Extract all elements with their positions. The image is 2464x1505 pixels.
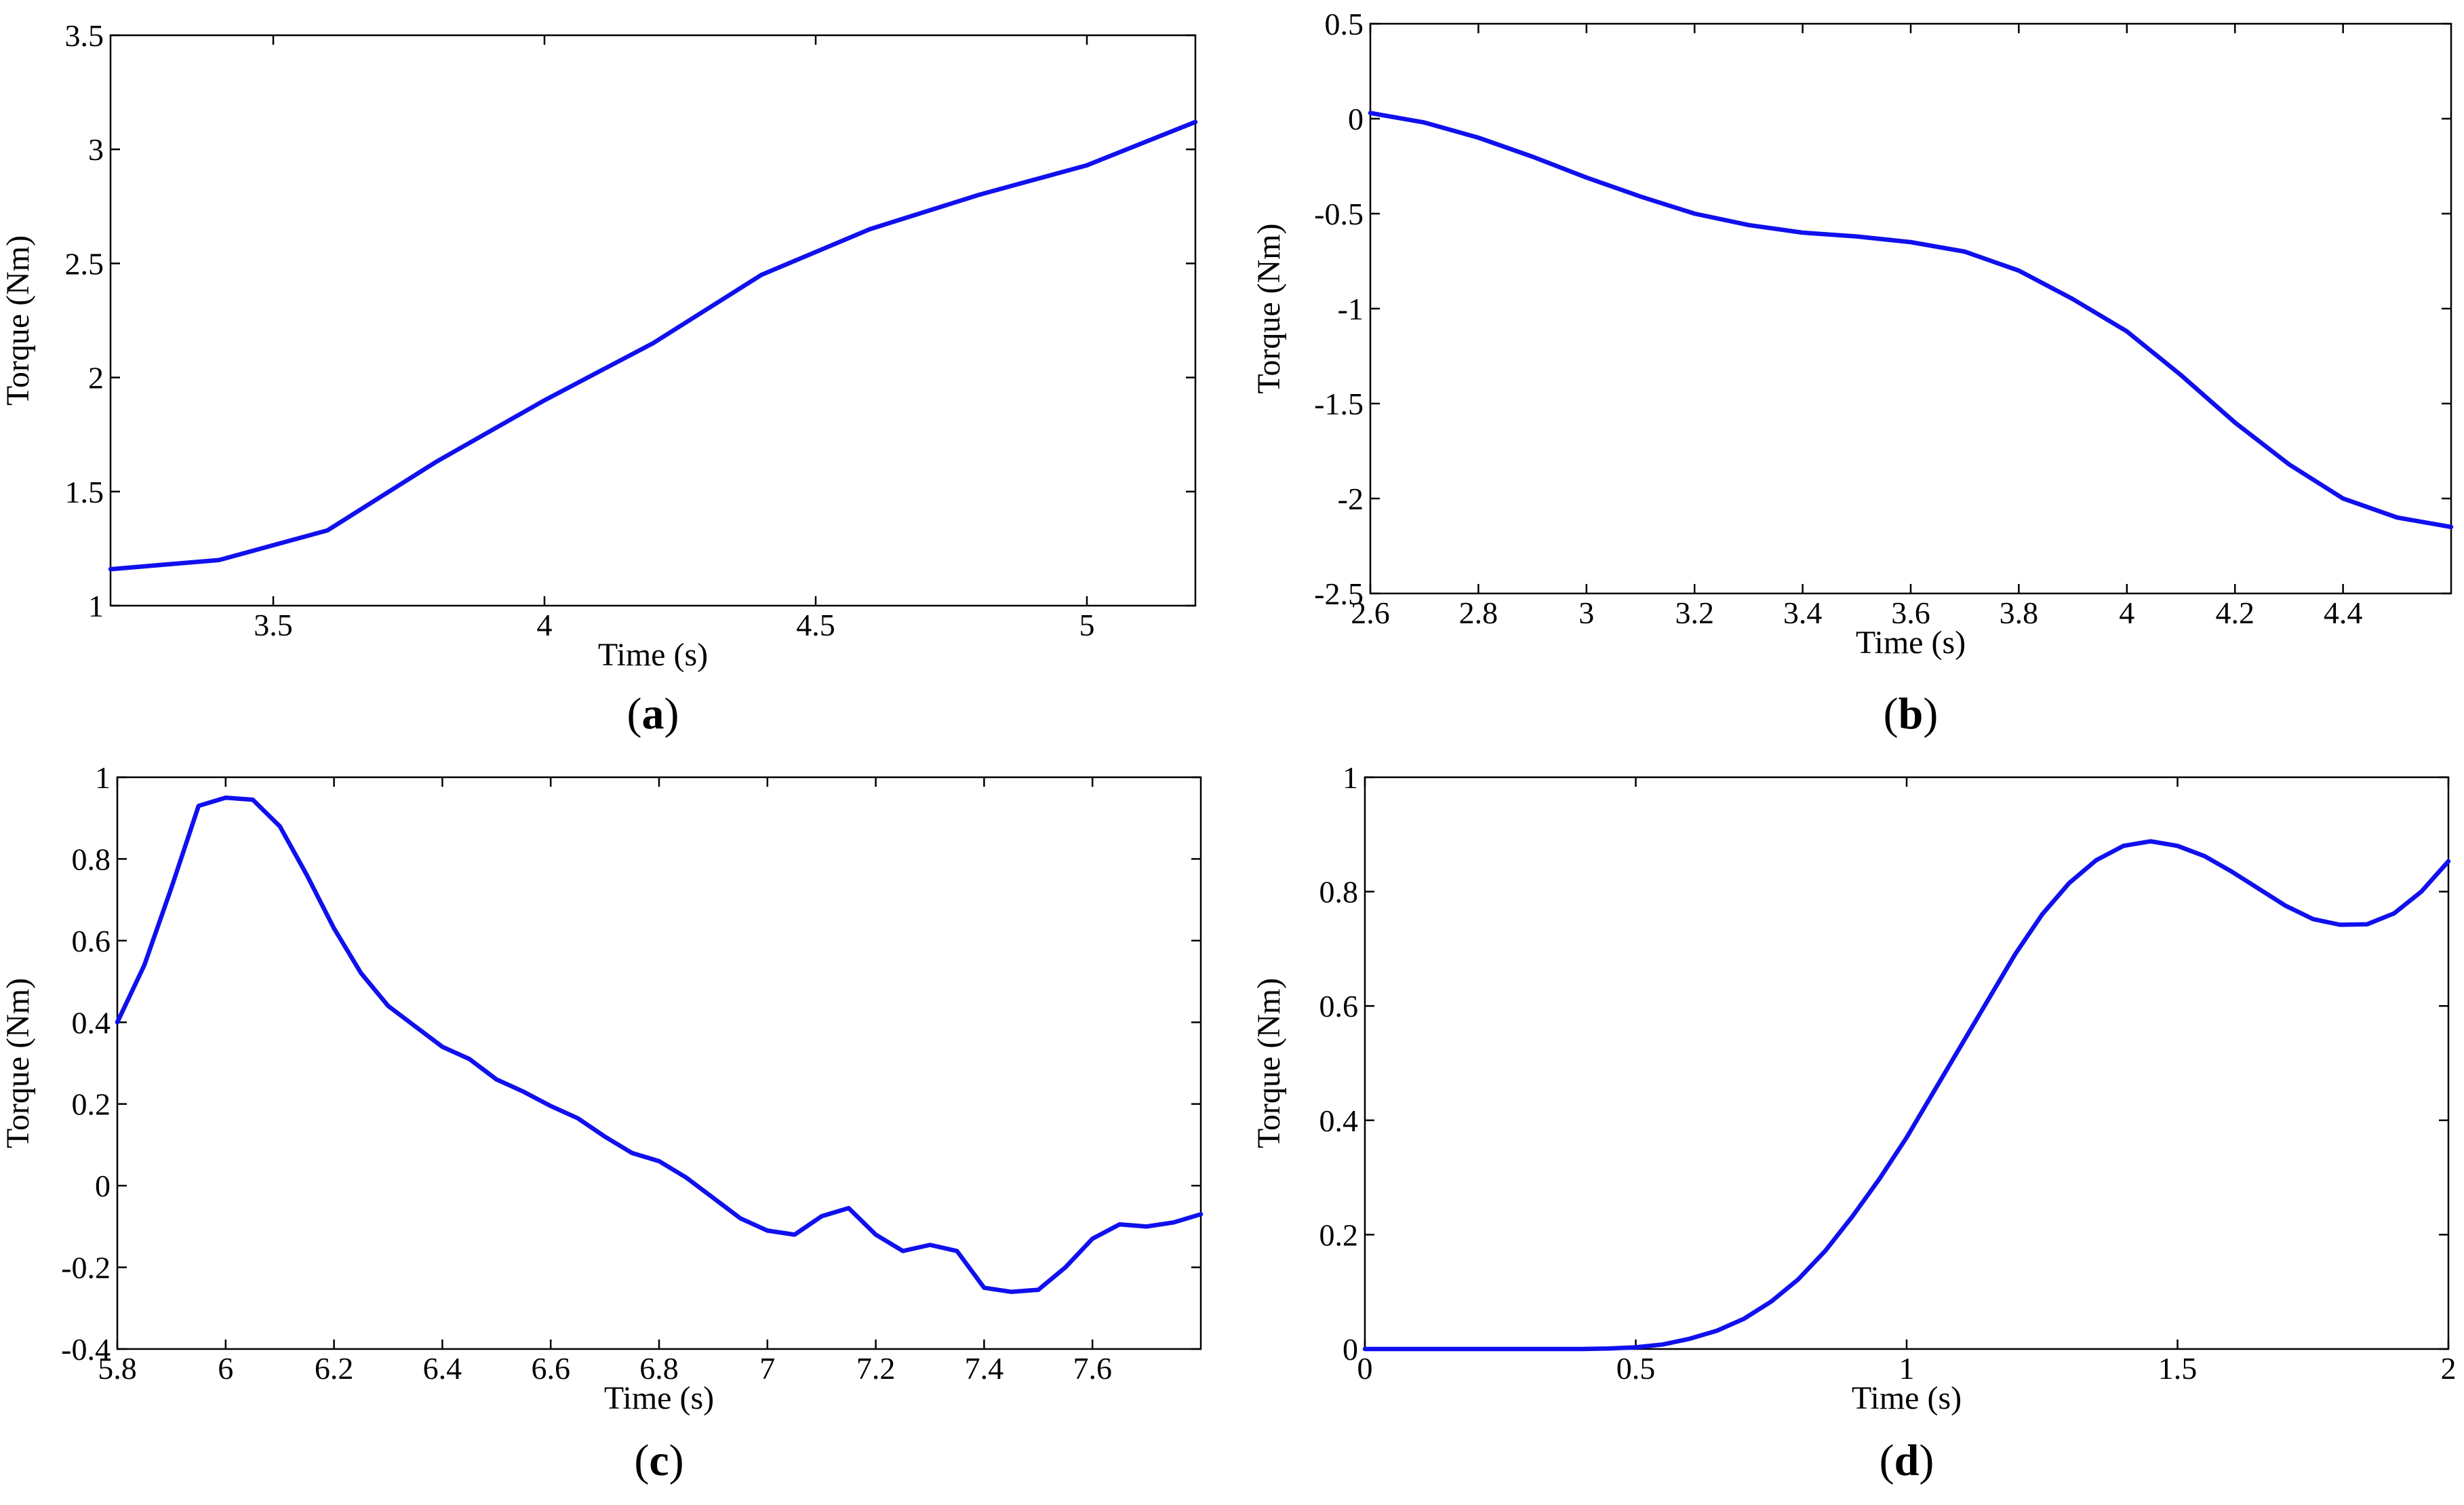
x-tick-label: 6.4 [423,1351,462,1386]
y-tick-label: 0.8 [1319,875,1359,910]
chart-panel-c: 5.8 6 6.2 6.4 6.6 6.8 7 7.2 7.4 7.6 -0.4 -0.2 0 0.2 0.… [0,760,1204,1485]
y-tick-label: -1.5 [1314,387,1364,421]
x-tick-label: 5.8 [98,1351,137,1386]
x-axis-label: Time (s) [1856,625,1966,661]
series-line-torque [1368,111,2454,530]
y-tick-label: 0.4 [72,1005,111,1040]
x-tick-label: 6.2 [315,1351,354,1386]
y-axis-label: Torque (Nm) [0,235,36,406]
x-tick-label: 3 [1578,595,1594,630]
x-tick-label: 5 [1079,608,1095,642]
y-tick-label: 0.2 [1319,1217,1359,1252]
y-tick-label: 2 [88,361,104,395]
x-tick-label: 1 [1899,1351,1915,1386]
x-tick-label: 4.5 [796,608,835,642]
series-line-torque [108,119,1198,572]
y-tick-label: 1 [1343,760,1358,795]
y-tick-label: 0.6 [72,924,111,958]
y-tick-label: 3 [88,132,104,167]
y-tick-label: 1 [95,760,111,795]
y-axis-label: Torque (Nm) [0,978,36,1148]
x-tick-label: 2 [2441,1351,2457,1386]
series-line-torque [1362,839,2451,1352]
y-tick-label: 0 [1348,102,1364,136]
x-tick-label: 4.4 [2324,595,2363,630]
y-tick-label: -2 [1338,482,1364,516]
plot-frame [116,776,1202,1350]
x-axis-label: Time (s) [604,1380,714,1416]
x-tick-label: 7 [759,1351,775,1386]
y-tick-label: 1.5 [65,475,104,509]
y-axis-label: Torque (Nm) [1251,223,1287,393]
y-tick-label: 2.5 [65,246,104,281]
y-tick-label: -2.5 [1314,576,1364,611]
chart-panel-a: 3.5 4 4.5 5 1 1.5 2 2.5 3 3.5 Time (s) Torque (Nm) (… [0,18,1198,739]
x-tick-label: 2.8 [1459,595,1498,630]
x-tick-label: 0 [1357,1351,1373,1386]
y-tick-label: 0.4 [1319,1103,1359,1138]
x-axis-label: Time (s) [598,637,708,673]
x-tick-label: 1.5 [2158,1351,2198,1386]
y-tick-label: -0.5 [1314,197,1364,231]
x-tick-label: 7.4 [965,1351,1004,1386]
y-tick-label: 0.8 [72,842,111,876]
x-tick-label: 7.2 [856,1351,896,1386]
x-tick-label: 2.6 [1351,595,1390,630]
chart-panel-b: 2.6 2.8 3 3.2 3.4 3.6 3.8 4 4.2 4.4 -2.5 -2 -1.5 -1 -0… [1251,7,2454,739]
x-tick-label: 7.6 [1073,1351,1112,1386]
y-tick-label: -0.4 [61,1332,111,1367]
x-tick-label: 4 [2119,595,2134,630]
panel-caption: (b) [1884,689,1939,739]
y-tick-label: 3.5 [65,18,104,53]
plot-frame [1369,22,2452,595]
panel-caption: (a) [627,689,679,739]
x-tick-label: 6.6 [531,1351,570,1386]
x-tick-label: 6 [218,1351,233,1386]
x-tick-label: 3.8 [2000,595,2039,630]
panel-caption: (c) [634,1436,683,1485]
y-tick-label: 0 [1343,1332,1358,1367]
x-tick-label: 3.6 [1891,595,1930,630]
y-tick-label: 0.2 [72,1087,111,1122]
y-tick-label: 1 [88,589,104,623]
series-line-torque [115,795,1204,1294]
y-axis-label: Torque (Nm) [1251,978,1287,1148]
x-axis-label: Time (s) [1852,1380,1962,1416]
y-tick-label: 0 [95,1169,111,1203]
x-tick-label: 3.2 [1675,595,1714,630]
plot-frame [1364,776,2450,1350]
x-tick-label: 6.8 [639,1351,679,1386]
x-tick-label: 3.4 [1783,595,1823,630]
x-tick-label: 4.2 [2215,595,2254,630]
x-tick-label: 3.5 [254,608,293,642]
x-tick-label: 4 [537,608,553,642]
y-tick-label: 0.5 [1325,7,1364,41]
y-tick-label: -0.2 [61,1251,111,1285]
y-tick-label: -1 [1338,292,1364,326]
panel-caption: (d) [1880,1436,1934,1485]
x-tick-label: 0.5 [1616,1351,1656,1386]
plot-frame [109,34,1197,607]
y-tick-label: 0.6 [1319,989,1359,1023]
